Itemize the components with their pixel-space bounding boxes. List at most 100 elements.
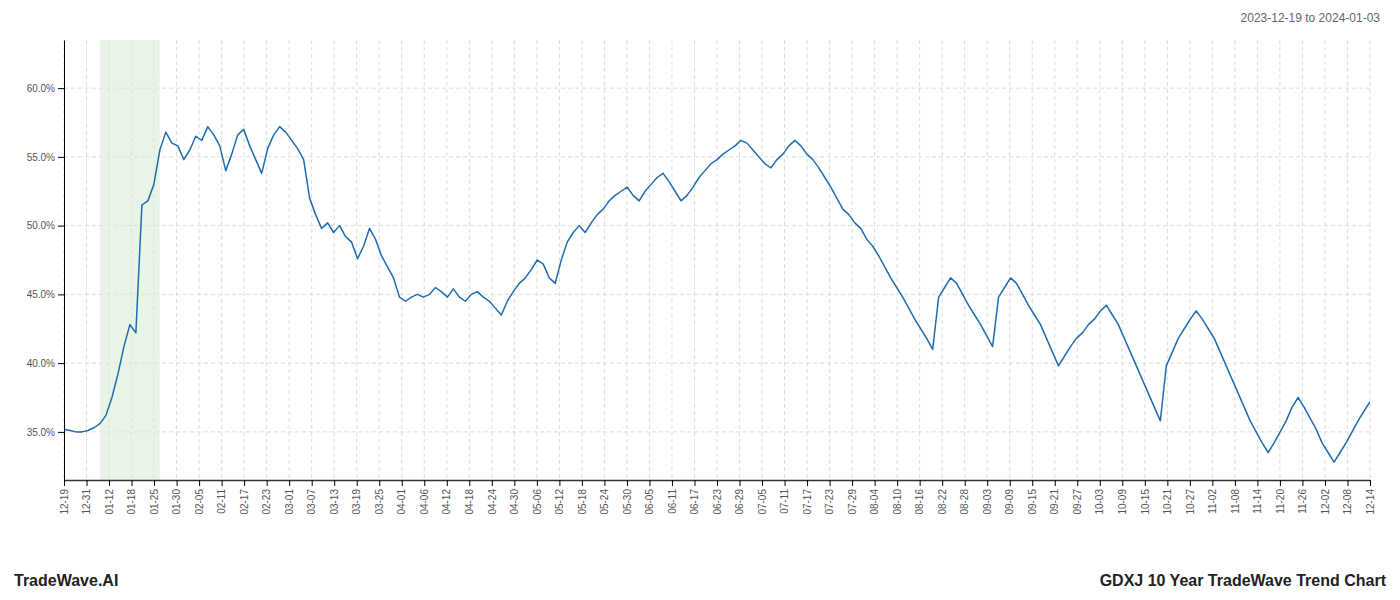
x-tick-mark: [627, 480, 628, 486]
x-grid-line: [671, 40, 672, 480]
x-tick-label: 01-18: [126, 489, 137, 515]
x-tick: 06-17: [689, 480, 700, 515]
x-tick-label: 04-01: [396, 489, 407, 515]
x-tick: 11-02: [1207, 480, 1218, 514]
y-axis: 35.0%40.0%45.0%50.0%55.0%60.0%: [27, 41, 65, 481]
x-tick: 07-29: [847, 480, 858, 515]
x-tick-label: 04-06: [419, 489, 430, 515]
x-grid-line: [1324, 40, 1325, 480]
x-tick-mark: [1347, 480, 1348, 486]
x-tick: 12-08: [1342, 480, 1353, 515]
x-tick: 07-23: [824, 480, 835, 515]
x-tick-mark: [154, 480, 155, 486]
x-tick-label: 12-02: [1320, 489, 1331, 515]
y-tick-mark: [58, 432, 64, 433]
y-tick-mark: [58, 226, 64, 227]
x-tick-mark: [244, 480, 245, 486]
x-grid-line: [446, 40, 447, 480]
x-tick-label: 09-27: [1072, 489, 1083, 515]
x-tick: 09-27: [1072, 480, 1083, 515]
x-tick: 05-06: [532, 480, 543, 515]
x-grid-line: [1122, 40, 1123, 480]
x-tick: 11-26: [1297, 480, 1308, 514]
x-tick-label: 12-31: [81, 489, 92, 515]
x-grid-line: [897, 40, 898, 480]
x-tick: 06-11: [667, 480, 678, 514]
x-grid-line: [401, 40, 402, 480]
x-grid-line: [1167, 40, 1168, 480]
x-tick: 05-18: [577, 480, 588, 515]
x-tick-mark: [875, 480, 876, 486]
y-tick-mark: [58, 88, 64, 89]
x-tick-mark: [267, 480, 268, 486]
x-tick-mark: [1302, 480, 1303, 486]
x-tick-mark: [1055, 480, 1056, 486]
x-grid-line: [86, 40, 87, 480]
x-grid-line: [266, 40, 267, 480]
x-tick: 08-04: [869, 480, 880, 515]
x-tick: 02-23: [261, 480, 272, 515]
x-grid-line: [604, 40, 605, 480]
x-tick: 03-07: [306, 480, 317, 515]
x-tick: 05-30: [622, 480, 633, 515]
x-grid-line: [1077, 40, 1078, 480]
chart: 35.0%40.0%45.0%50.0%55.0%60.0%12-1912-31…: [0, 0, 1400, 600]
x-tick-mark: [1122, 480, 1123, 486]
x-tick-label: 07-17: [802, 489, 813, 515]
x-tick-label: 03-07: [306, 489, 317, 515]
x-tick-mark: [672, 480, 673, 486]
y-axis-line: [64, 41, 65, 481]
y-tick-mark: [58, 363, 64, 364]
x-tick-mark: [1077, 480, 1078, 486]
x-tick-mark: [830, 480, 831, 486]
x-grid-line: [717, 40, 718, 480]
title: GDXJ 10 Year TradeWave Trend Chart: [1100, 572, 1387, 589]
x-tick: 12-02: [1320, 480, 1331, 515]
x-tick-mark: [762, 480, 763, 486]
x-tick-mark: [199, 480, 200, 486]
x-grid-line: [1234, 40, 1235, 480]
y-grid-line: [64, 88, 1370, 89]
x-tick-mark: [424, 480, 425, 486]
x-tick-mark: [717, 480, 718, 486]
x-tick: 08-10: [892, 480, 903, 515]
x-tick-label: 06-05: [644, 489, 655, 515]
highlight-region: [100, 40, 160, 480]
x-tick: 05-24: [599, 480, 610, 515]
x-tick-label: 05-12: [554, 489, 565, 515]
x-grid-line: [199, 40, 200, 480]
x-grid-line: [739, 40, 740, 480]
x-tick-label: 11-08: [1230, 489, 1241, 514]
x-tick-mark: [1190, 480, 1191, 486]
x-tick-label: 08-10: [892, 489, 903, 515]
x-tick-mark: [1100, 480, 1101, 486]
x-tick-label: 05-24: [599, 489, 610, 515]
x-tick-mark: [334, 480, 335, 486]
x-tick: 09-03: [982, 480, 993, 515]
x-tick-label: 02-23: [261, 489, 272, 515]
x-tick-mark: [694, 480, 695, 486]
x-tick-label: 07-05: [757, 489, 768, 515]
x-tick-mark: [942, 480, 943, 486]
x-tick-label: 05-06: [532, 489, 543, 515]
x-tick-mark: [447, 480, 448, 486]
y-tick-label: 35.0%: [27, 427, 55, 438]
x-tick-label: 10-09: [1117, 489, 1128, 515]
x-grid-line: [311, 40, 312, 480]
x-grid-line: [694, 40, 695, 480]
x-grid-line: [1370, 40, 1371, 480]
x-tick-mark: [897, 480, 898, 486]
x-tick: 01-25: [149, 480, 160, 515]
x-grid-line: [1347, 40, 1348, 480]
x-tick-label: 04-18: [464, 489, 475, 515]
x-grid-line: [987, 40, 988, 480]
x-tick: 04-12: [441, 480, 452, 515]
x-grid-line: [1302, 40, 1303, 480]
x-tick-label: 12-14: [1365, 489, 1376, 515]
x-tick-label: 04-24: [487, 489, 498, 515]
x-tick-label: 06-29: [734, 489, 745, 515]
x-tick-label: 01-30: [171, 489, 182, 515]
x-grid-line: [514, 40, 515, 480]
y-tick-label: 40.0%: [27, 358, 55, 369]
x-tick-label: 03-01: [284, 489, 295, 515]
